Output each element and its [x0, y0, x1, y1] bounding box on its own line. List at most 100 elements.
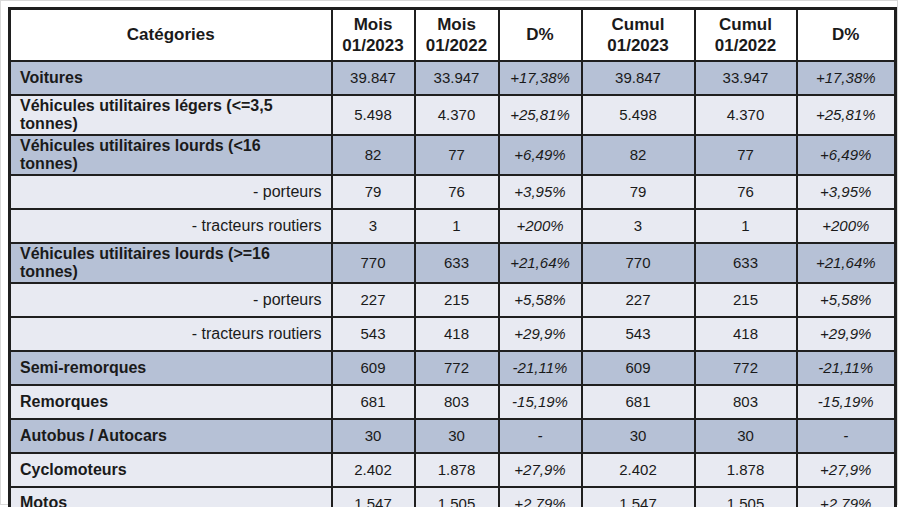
value-cell: 803 [695, 385, 797, 419]
table-row-porteurs-1: - porteurs 79 76 +3,95% 79 76 +3,95% [10, 175, 896, 209]
category-cell: Cyclomoteurs [10, 453, 332, 487]
value-cell: 227 [582, 283, 695, 317]
value-cell: 3 [582, 209, 695, 243]
table-row-vu-lourds-plus16: Véhicules utilitaires lourds (>=16 tonne… [10, 243, 896, 283]
table-row-remorques: Remorques 681 803 -15,19% 681 803 -15,19… [10, 385, 896, 419]
value-cell: 76 [695, 175, 797, 209]
delta-cell: +29,9% [499, 317, 582, 351]
value-cell: 79 [582, 175, 695, 209]
value-cell: 30 [582, 419, 695, 453]
value-cell: 418 [415, 317, 499, 351]
value-cell: 772 [415, 351, 499, 385]
value-cell: 77 [695, 135, 797, 175]
delta-cell: +3,95% [797, 175, 896, 209]
value-cell: 215 [415, 283, 499, 317]
table-row-cyclomoteurs: Cyclomoteurs 2.402 1.878 +27,9% 2.402 1.… [10, 453, 896, 487]
header-categories: Catégories [10, 9, 332, 61]
table-row-motos: Motos 1.547 1.505 +2,79% 1.547 1.505 +2,… [10, 487, 896, 507]
value-cell: 227 [332, 283, 415, 317]
category-cell: Voitures [10, 61, 332, 95]
delta-cell: +5,58% [797, 283, 896, 317]
delta-cell: +5,58% [499, 283, 582, 317]
value-cell: 5.498 [582, 95, 695, 135]
category-cell: Semi-remorques [10, 351, 332, 385]
value-cell: 770 [332, 243, 415, 283]
delta-cell: +3,95% [499, 175, 582, 209]
value-cell: 543 [332, 317, 415, 351]
value-cell: 215 [695, 283, 797, 317]
delta-cell: -15,19% [499, 385, 582, 419]
delta-cell: -15,19% [797, 385, 896, 419]
header-cumul-2022: Cumul 01/2022 [695, 9, 797, 61]
value-cell: 30 [415, 419, 499, 453]
delta-cell: -21,11% [797, 351, 896, 385]
delta-cell: +27,9% [499, 453, 582, 487]
page-background: Catégories Mois 01/2023 Mois 01/2022 D% … [0, 0, 898, 505]
table-row-vu-lourds-moins16: Véhicules utilitaires lourds (<16 tonnes… [10, 135, 896, 175]
category-cell: Véhicules utilitaires lourds (<16 tonnes… [10, 135, 332, 175]
delta-cell: - [797, 419, 896, 453]
value-cell: 76 [415, 175, 499, 209]
value-cell: 33.947 [415, 61, 499, 95]
value-cell: 82 [582, 135, 695, 175]
table-row-vul-legers: Véhicules utilitaires légers (<=3,5 tonn… [10, 95, 896, 135]
value-cell: 772 [695, 351, 797, 385]
header-cumul-2023: Cumul 01/2023 [582, 9, 695, 61]
value-cell: 82 [332, 135, 415, 175]
value-cell: 3 [332, 209, 415, 243]
value-cell: 633 [415, 243, 499, 283]
delta-cell: - [499, 419, 582, 453]
value-cell: 633 [695, 243, 797, 283]
delta-cell: +21,64% [499, 243, 582, 283]
category-cell: Motos [10, 487, 332, 507]
value-cell: 33.947 [695, 61, 797, 95]
value-cell: 543 [582, 317, 695, 351]
value-cell: 77 [415, 135, 499, 175]
table-header-row: Catégories Mois 01/2023 Mois 01/2022 D% … [10, 9, 896, 61]
value-cell: 803 [415, 385, 499, 419]
delta-cell: +2,79% [797, 487, 896, 507]
category-cell: - porteurs [10, 283, 332, 317]
value-cell: 39.847 [582, 61, 695, 95]
value-cell: 418 [695, 317, 797, 351]
delta-cell: +2,79% [499, 487, 582, 507]
value-cell: 1.878 [415, 453, 499, 487]
delta-cell: +25,81% [499, 95, 582, 135]
table-row-porteurs-2: - porteurs 227 215 +5,58% 227 215 +5,58% [10, 283, 896, 317]
value-cell: 1 [695, 209, 797, 243]
value-cell: 30 [695, 419, 797, 453]
category-cell: Autobus / Autocars [10, 419, 332, 453]
delta-cell: +200% [499, 209, 582, 243]
value-cell: 2.402 [332, 453, 415, 487]
value-cell: 1.547 [582, 487, 695, 507]
value-cell: 30 [332, 419, 415, 453]
value-cell: 5.498 [332, 95, 415, 135]
header-mois-2022: Mois 01/2022 [415, 9, 499, 61]
value-cell: 609 [582, 351, 695, 385]
delta-cell: +17,38% [499, 61, 582, 95]
delta-cell: +25,81% [797, 95, 896, 135]
delta-cell: +6,49% [499, 135, 582, 175]
category-cell: - tracteurs routiers [10, 317, 332, 351]
delta-cell: -21,11% [499, 351, 582, 385]
value-cell: 1.547 [332, 487, 415, 507]
category-cell: - porteurs [10, 175, 332, 209]
value-cell: 79 [332, 175, 415, 209]
header-mois-2023: Mois 01/2023 [332, 9, 415, 61]
value-cell: 2.402 [582, 453, 695, 487]
value-cell: 4.370 [695, 95, 797, 135]
table-row-semi-remorques: Semi-remorques 609 772 -21,11% 609 772 -… [10, 351, 896, 385]
delta-cell: +6,49% [797, 135, 896, 175]
vehicle-registrations-table: Catégories Mois 01/2023 Mois 01/2022 D% … [8, 7, 897, 507]
category-cell: Véhicules utilitaires lourds (>=16 tonne… [10, 243, 332, 283]
delta-cell: +21,64% [797, 243, 896, 283]
delta-cell: +17,38% [797, 61, 896, 95]
value-cell: 1 [415, 209, 499, 243]
value-cell: 1.505 [415, 487, 499, 507]
value-cell: 39.847 [332, 61, 415, 95]
value-cell: 681 [332, 385, 415, 419]
value-cell: 770 [582, 243, 695, 283]
value-cell: 1.878 [695, 453, 797, 487]
category-cell: Véhicules utilitaires légers (<=3,5 tonn… [10, 95, 332, 135]
table-row-voitures: Voitures 39.847 33.947 +17,38% 39.847 33… [10, 61, 896, 95]
